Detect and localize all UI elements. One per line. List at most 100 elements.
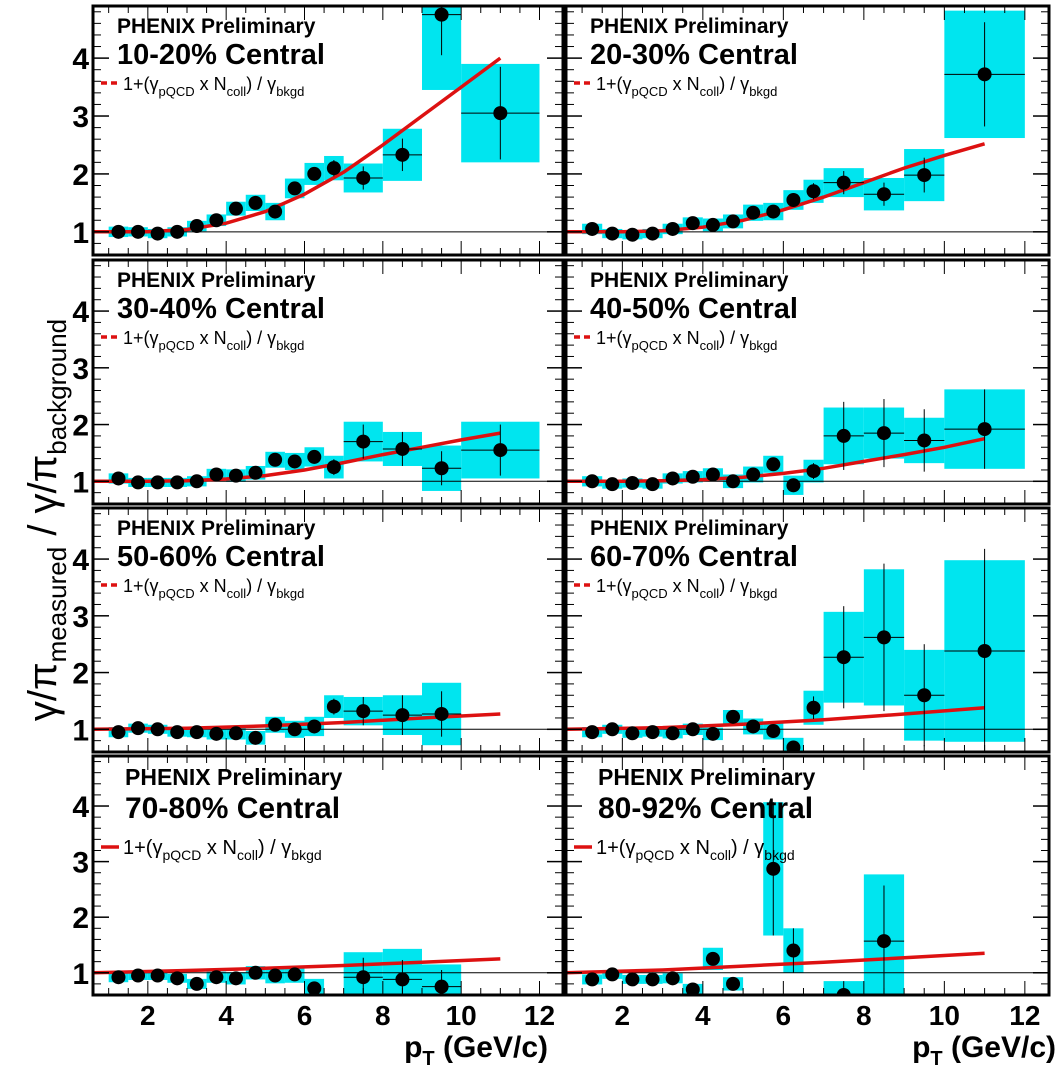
data-point-3 xyxy=(625,726,640,741)
x-label-units-2: (GeV/c) xyxy=(943,1031,1056,1064)
data-point-4 xyxy=(645,725,660,740)
legend-part: coll xyxy=(710,847,731,863)
x-label-sub: T xyxy=(422,1048,434,1070)
panel-title: 80-92% Central xyxy=(598,792,813,825)
x-tick-label: 4 xyxy=(695,1000,711,1031)
data-point-12 xyxy=(326,161,341,176)
legend-part: x N xyxy=(201,837,237,859)
legend-part: pQCD xyxy=(159,338,195,353)
data-point-13 xyxy=(356,170,371,185)
y-tick-label: 1 xyxy=(72,466,89,499)
data-point-11 xyxy=(307,719,322,734)
data-point-7 xyxy=(705,951,720,966)
data-point-4 xyxy=(645,226,660,241)
data-point-6 xyxy=(685,982,700,995)
data-point-9 xyxy=(268,717,283,732)
legend-text: 1+(γpQCD x Ncoll) / γbkgd xyxy=(596,837,795,863)
legend-part: 1+(γ xyxy=(123,74,159,94)
plot-area xyxy=(93,6,563,241)
legend-part: ) / γ xyxy=(258,837,291,859)
data-point-2 xyxy=(605,226,620,241)
data-point-8 xyxy=(726,709,741,724)
legend-text: 1+(γpQCD x Ncoll) / γbkgd xyxy=(123,837,322,863)
data-point-4 xyxy=(170,475,185,490)
legend-part: coll xyxy=(700,586,720,601)
data-point-9 xyxy=(268,452,283,467)
data-point-3 xyxy=(625,476,640,491)
data-point-6 xyxy=(685,469,700,484)
x-label-units: (GeV/c) xyxy=(435,1031,548,1064)
y-tick-label: 1 xyxy=(72,714,89,747)
data-point-1 xyxy=(111,970,126,985)
y-tick-label: 2 xyxy=(72,902,89,935)
legend-part: 1+(γ xyxy=(123,576,159,596)
panel-title: 30-40% Central xyxy=(117,293,325,325)
data-point-13 xyxy=(356,434,371,449)
legend-part: bkgd xyxy=(749,338,777,353)
y-tick-label: 3 xyxy=(72,101,89,134)
panel-label-line1: PHENIX Preliminary xyxy=(590,517,789,540)
legend-part: bkgd xyxy=(764,847,794,863)
fit-curve xyxy=(566,951,985,975)
data-point-1 xyxy=(111,471,126,486)
data-point-5 xyxy=(665,726,680,741)
data-point-10 xyxy=(766,204,781,219)
legend-part: 1+(γ xyxy=(596,74,632,94)
data-point-2 xyxy=(131,224,146,239)
data-point-7 xyxy=(228,971,243,986)
data-point-10 xyxy=(287,181,302,196)
data-point-14 xyxy=(395,441,410,456)
data-point-8 xyxy=(726,976,741,991)
data-point-14 xyxy=(434,979,449,994)
panel-title: 10-20% Central xyxy=(117,39,325,71)
data-point-9 xyxy=(268,204,283,219)
x-label-p: p xyxy=(404,1031,422,1064)
panel-frame xyxy=(91,258,565,506)
data-point-6 xyxy=(209,467,224,482)
legend-part: x N xyxy=(195,74,227,94)
y-label-part3: γ/π xyxy=(21,455,65,514)
data-point-9 xyxy=(268,968,283,983)
data-point-8 xyxy=(248,965,263,980)
legend-part: bkgd xyxy=(749,84,777,99)
data-point-2 xyxy=(605,722,620,737)
data-point-15 xyxy=(917,688,932,703)
x-label-p-2: p xyxy=(912,1031,930,1064)
panel-label-line1: PHENIX Preliminary xyxy=(117,15,316,38)
legend-part: pQCD xyxy=(159,586,195,601)
data-point-5 xyxy=(189,219,204,234)
data-point-9 xyxy=(766,861,781,876)
data-point-7 xyxy=(705,726,720,741)
legend-part: x N xyxy=(668,576,700,596)
x-tick-label: 10 xyxy=(929,1000,960,1031)
legend-part: bkgd xyxy=(276,586,304,601)
x-tick-label: 12 xyxy=(524,1000,555,1031)
data-point-8 xyxy=(726,214,741,229)
panel-title: 40-50% Central xyxy=(590,293,798,325)
panel-label-line1: PHENIX Preliminary xyxy=(598,764,816,790)
legend-part: 1+(γ xyxy=(123,328,159,348)
x-tick-label: 6 xyxy=(297,1000,313,1031)
legend-part: ) / γ xyxy=(719,576,749,596)
y-label-part1: γ/π xyxy=(21,662,65,721)
data-point-6 xyxy=(685,722,700,737)
legend-part: coll xyxy=(227,338,247,353)
legend-part: x N xyxy=(674,837,710,859)
legend-part: 1+(γ xyxy=(596,576,632,596)
legend-part: ) / γ xyxy=(731,837,764,859)
data-point-7 xyxy=(228,468,243,483)
legend-part: coll xyxy=(700,84,720,99)
legend-part: x N xyxy=(195,576,227,596)
data-point-14 xyxy=(395,147,410,162)
data-point-2 xyxy=(605,967,620,982)
data-point-12 xyxy=(806,184,821,199)
legend-part: ) / γ xyxy=(246,576,276,596)
data-point-16 xyxy=(977,643,992,658)
y-tick-label: 2 xyxy=(72,159,89,192)
data-point-13 xyxy=(836,428,851,443)
panel-title: 70-80% Central xyxy=(125,792,340,825)
